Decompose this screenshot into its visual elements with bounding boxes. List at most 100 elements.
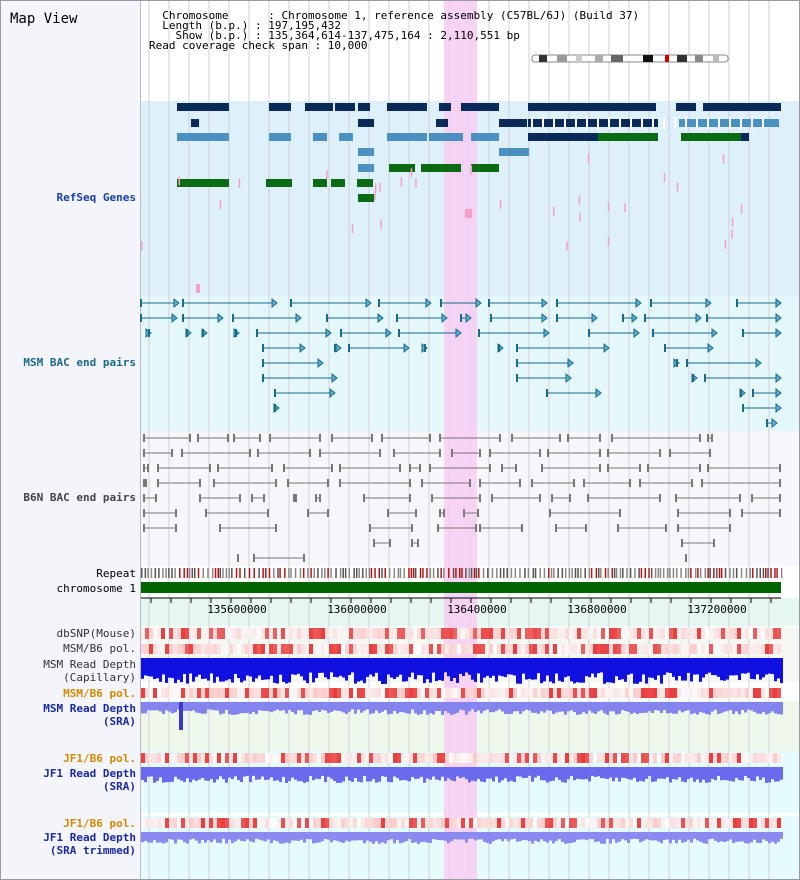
- jf1-pol-heat-cell: [501, 753, 505, 763]
- dbsnp-heat-cell: [721, 628, 725, 639]
- msm-bac-pair-start: [256, 329, 258, 337]
- jf1-depth-sra-bar: [378, 767, 381, 782]
- msm-depth-sra-bar: [780, 702, 783, 715]
- msm-depth-sra-bar: [498, 702, 501, 710]
- track-label-jf1-pol-1[interactable]: JF1/B6 pol.: [63, 752, 136, 765]
- track-label-b6n-bac[interactable]: B6N BAC end pairs: [23, 491, 136, 504]
- repeat-element: [675, 568, 678, 578]
- jf1-pol-heat-cell: [437, 753, 441, 763]
- dbsnp-heat-cell: [573, 628, 577, 639]
- msm-pol-heat-cell: [649, 644, 653, 654]
- msm-depth-cap-bar: [705, 658, 708, 675]
- jf1-depth-sra-bar: [240, 767, 243, 783]
- chromosome-ideogram[interactable]: [531, 54, 729, 63]
- dbsnp-heat-cell: [741, 628, 745, 639]
- msm-depth-sra-bar-spike: [179, 702, 183, 730]
- msm-bac-pairs[interactable]: [140, 297, 782, 429]
- jf1-depth-sra-bar: [669, 767, 672, 783]
- b6n-bac-pair-start: [319, 449, 321, 457]
- msm-depth-cap-bar: [300, 658, 303, 677]
- track-label-msm-depth-sra[interactable]: MSM Read Depth: [43, 702, 136, 715]
- repeat-element: [231, 568, 233, 578]
- msm-pol-heat-cell: [213, 644, 217, 654]
- msm-bac-pair-start: [274, 389, 276, 397]
- refseq-gene: [305, 103, 333, 111]
- msm-depth-sra-bar: [369, 702, 372, 714]
- msm-pol2-heat-cell: [229, 688, 233, 698]
- jf1-depth-sra-bar: [219, 767, 222, 777]
- b6n-bac-pair-end: [415, 509, 417, 517]
- b6n-bac-pair-end: [479, 449, 481, 457]
- msm-depth-sra-bar: [249, 702, 252, 714]
- jf1-pol-heat-cell: [273, 753, 277, 763]
- jf1-depth-trim-bar: [669, 832, 672, 844]
- msm-depth-cap-bar: [459, 658, 462, 674]
- msm-pol2-heat-cell: [301, 688, 305, 698]
- msm-depth-sra-bar: [426, 702, 429, 715]
- jf1-pol-heat-cell: [753, 753, 757, 763]
- jf1-depth-sra-bar: [150, 767, 153, 777]
- msm-depth-sra-bar: [606, 702, 609, 715]
- b6n-bac-pairs[interactable]: [143, 434, 781, 562]
- track-label-msm-pol-1[interactable]: MSM/B6 pol.: [63, 642, 136, 655]
- msm-depth-sra-bar: [597, 702, 600, 712]
- msm-pol-heat-cell: [321, 644, 325, 654]
- b6n-bac-pair-start: [647, 464, 649, 472]
- dbsnp-heat-cell: [257, 628, 261, 639]
- msm-depth-sra-bar: [387, 702, 390, 715]
- jf1-depth-sra-bar: [321, 767, 324, 776]
- track-label-msm-pol-2[interactable]: MSM/B6 pol.: [63, 687, 136, 700]
- jf1-depth-trim-bar: [258, 832, 261, 840]
- track-label-refseq[interactable]: RefSeq Genes: [56, 191, 136, 204]
- coverage-heatmaps[interactable]: [141, 628, 783, 844]
- msm-pol2-heat-cell: [701, 688, 705, 698]
- jf1-pol2-heat-cell: [333, 818, 337, 828]
- msm-pol-heat-cell: [485, 644, 489, 654]
- jf1-depth-sra-bar: [462, 767, 465, 778]
- repeat-element: [284, 568, 286, 578]
- refseq-gene-glyphs[interactable]: [141, 103, 781, 293]
- jf1-pol2-heat-cell: [537, 818, 541, 828]
- jf1-depth-sra-bar: [468, 767, 471, 783]
- b6n-bac-pair-start: [541, 464, 543, 472]
- track-label-jf1-depth-sra[interactable]: JF1 Read Depth: [43, 767, 136, 780]
- track-label-jf1-pol-2[interactable]: JF1/B6 pol.: [63, 817, 136, 830]
- jf1-depth-trim-bar: [183, 832, 186, 843]
- refseq-pseudo-mark: [141, 241, 143, 251]
- repeat-element: [403, 568, 405, 578]
- jf1-depth-trim-bar: [471, 832, 474, 839]
- msm-bac-pair-end: [603, 342, 610, 354]
- msm-depth-sra-bar: [462, 702, 465, 711]
- repeat-element: [770, 568, 772, 578]
- msm-depth-sra-bar: [687, 702, 690, 711]
- jf1-depth-trim-bar: [531, 832, 534, 844]
- msm-pol2-heat-cell: [629, 688, 633, 698]
- msm-depth-cap-bar: [723, 658, 726, 681]
- msm-depth-sra-bar: [228, 702, 231, 715]
- repeat-track[interactable]: [141, 568, 783, 578]
- header-line-length: Length (b.p.) : 197,195,432: [149, 19, 342, 32]
- jf1-depth-sra-bar: [288, 767, 291, 781]
- msm-pol-heat-cell: [261, 644, 265, 654]
- jf1-pol-heat-cell: [569, 753, 573, 763]
- jf1-depth-trim-bar: [645, 832, 648, 840]
- msm-bac-pair-end: [441, 312, 448, 324]
- b6n-bac-pair-end: [713, 539, 715, 547]
- track-label-repeat[interactable]: Repeat: [96, 567, 136, 580]
- selection-highlight[interactable]: [444, 1, 477, 879]
- jf1-depth-trim-bar: [243, 832, 246, 842]
- msm-depth-sra-bar: [459, 702, 462, 710]
- msm-pol-heat-cell: [645, 644, 649, 654]
- msm-pol-heat-cell: [361, 644, 365, 654]
- track-label-msm-depth-cap[interactable]: MSM Read Depth: [43, 658, 136, 671]
- repeat-element: [452, 568, 455, 578]
- jf1-depth-trim-bar: [147, 832, 150, 843]
- jf1-pol-heat-cell: [625, 753, 629, 763]
- track-label-msm-bac[interactable]: MSM BAC end pairs: [23, 356, 136, 369]
- b6n-bac-pair-start: [511, 434, 513, 442]
- msm-pol-heat-cell: [329, 644, 333, 654]
- track-label-dbsnp[interactable]: dbSNP(Mouse): [56, 627, 136, 640]
- repeat-element: [729, 568, 731, 578]
- track-label-jf1-depth-trim[interactable]: JF1 Read Depth: [43, 831, 136, 844]
